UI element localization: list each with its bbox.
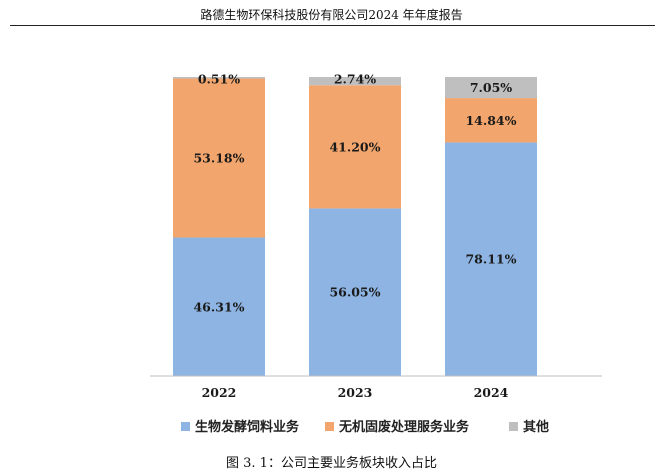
legend-swatch-2 (325, 422, 334, 431)
x-tick-label-2022: 2022 (202, 385, 237, 400)
data-label-2024-1: 78.11% (465, 252, 516, 267)
bar-segment-2022-3 (173, 77, 265, 79)
data-label-2023-3: 2.74% (334, 72, 376, 87)
bar-segment-2022-1 (173, 237, 265, 376)
data-label-2023-1: 56.05% (329, 285, 380, 300)
bar-segment-2024-3 (445, 77, 537, 99)
legend-label-1: 生物发酵饲料业务 (195, 419, 300, 435)
page-header-title: 路德生物环保科技股份有限公司2024 年年度报告 (200, 8, 463, 22)
x-tick-label-2023: 2023 (338, 385, 373, 400)
data-label-2022-2: 53.18% (193, 151, 244, 166)
data-label-2022-1: 46.31% (193, 299, 244, 314)
bar-segment-2023-2 (309, 85, 401, 209)
legend-swatch-3 (509, 422, 518, 431)
x-tick-label-2024: 2024 (474, 385, 509, 400)
data-label-2024-2: 14.84% (465, 113, 516, 128)
legend-label-3: 其他 (523, 419, 549, 435)
data-label-2023-2: 41.20% (329, 139, 380, 154)
legend: 生物发酵饲料业务 无机固废处理服务业务 其他 (181, 419, 549, 435)
bar-segment-2023-1 (309, 208, 401, 376)
legend-label-2: 无机固废处理服务业务 (338, 419, 470, 435)
x-tick-labels-group: 2022 2023 2024 (202, 385, 509, 400)
header-rule (10, 25, 655, 26)
bar-segment-2024-2 (445, 98, 537, 143)
bar-segment-2024-1 (445, 142, 537, 376)
data-label-2022-3: 0.51% (198, 72, 240, 87)
figure-caption: 图 3. 1：公司主要业务板块收入占比 (226, 456, 437, 471)
data-label-2024-3: 7.05% (470, 80, 512, 95)
bar-labels-group: 46.31% 53.18% 0.51% 56.05% 41.20% 2.74% 78.11%… (193, 72, 516, 315)
bar-segment-2023-3 (309, 77, 401, 86)
legend-swatch-1 (181, 422, 190, 431)
bar-segment-2022-2 (173, 78, 265, 238)
bars-group (173, 77, 537, 376)
